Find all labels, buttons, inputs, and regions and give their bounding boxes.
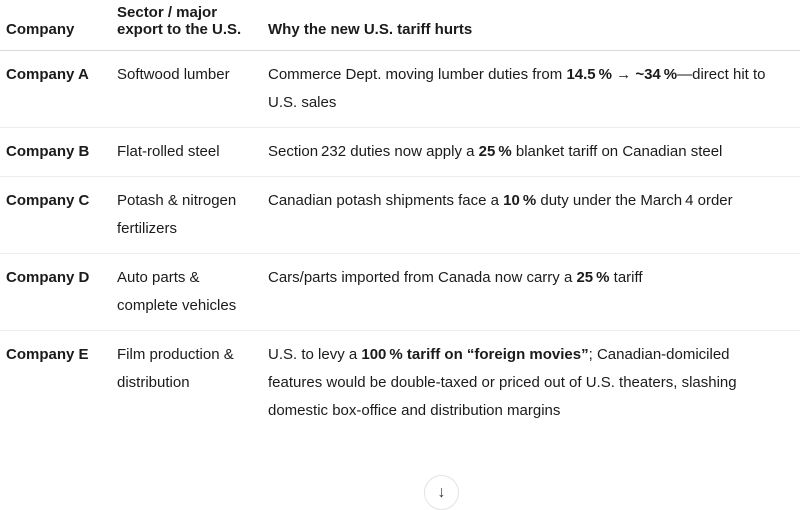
- why-cell: Cars/parts imported from Canada now carr…: [268, 253, 800, 331]
- sector-cell: Potash & nitrogen fertilizers: [117, 176, 268, 254]
- table-row: Company A Softwood lumber Commerce Dept.…: [0, 50, 800, 128]
- tariff-table: Company Sector / major export to the U.S…: [0, 0, 800, 436]
- sector-cell: Flat-rolled steel: [117, 127, 268, 177]
- column-header-why: Why the new U.S. tariff hurts: [268, 0, 800, 51]
- why-cell: U.S. to levy a 100 % tariff on “foreign …: [268, 346, 737, 419]
- table-row: Company E Film production & distribution…: [0, 331, 800, 436]
- why-cell: Commerce Dept. moving lumber duties from…: [268, 50, 800, 128]
- column-header-sector: Sector / major export to the U.S.: [117, 0, 268, 51]
- column-header-company: Company: [0, 0, 117, 51]
- company-cell: Company A: [0, 50, 117, 128]
- company-cell: Company C: [0, 176, 117, 254]
- why-cell: Canadian potash shipments face a 10 % du…: [268, 176, 800, 254]
- sector-cell: Softwood lumber: [117, 50, 268, 128]
- company-cell: Company E: [6, 346, 89, 363]
- scroll-to-bottom-button[interactable]: ↓: [424, 475, 459, 510]
- company-cell: Company D: [0, 253, 117, 331]
- arrow-down-icon: ↓: [437, 483, 446, 501]
- table-body: Company A Softwood lumber Commerce Dept.…: [0, 50, 800, 436]
- table-row: Company D Auto parts & complete vehicles…: [0, 253, 800, 331]
- table-row: Company B Flat-rolled steel Section 232 …: [0, 127, 800, 177]
- company-cell: Company B: [0, 127, 117, 177]
- table-header-row: Company Sector / major export to the U.S…: [0, 0, 800, 51]
- sector-cell: Auto parts & complete vehicles: [117, 253, 268, 331]
- why-cell: Section 232 duties now apply a 25 % blan…: [268, 127, 800, 177]
- table-row: Company C Potash & nitrogen fertilizers …: [0, 176, 800, 254]
- sector-cell: Film production & distribution: [117, 346, 234, 391]
